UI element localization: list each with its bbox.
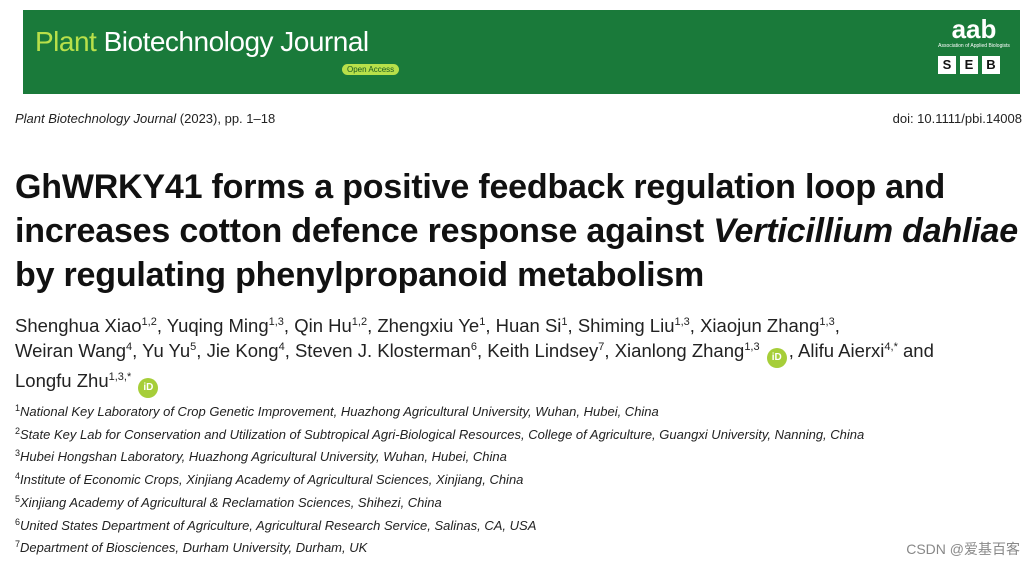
title-species: Verticillium dahliae — [713, 212, 1018, 250]
author[interactable]: Steven J. Klosterman6 — [294, 340, 477, 361]
author[interactable]: Zhengxiu Ye1 — [377, 315, 486, 336]
author[interactable]: Huan Si1 — [495, 315, 568, 336]
orcid-icon[interactable]: iD — [766, 348, 787, 368]
author-list: Shenghua Xiao1,2, Yuqing Ming1,3, Qin Hu… — [15, 313, 1030, 398]
csdn-watermark: CSDN @爱基百客 — [906, 541, 1020, 557]
author[interactable]: Xianlong Zhang1,3 — [614, 340, 760, 361]
citation-journal: Plant Biotechnology Journal — [15, 111, 177, 126]
journal-banner: Plant Biotechnology Journal Open Access … — [23, 10, 1020, 94]
affiliation: 2State Key Lab for Conservation and Util… — [15, 425, 865, 442]
author[interactable]: Longfu Zhu1,3,* — [15, 370, 132, 391]
affiliation: 4Institute of Economic Crops, Xinjiang A… — [15, 471, 524, 488]
author[interactable]: Keith Lindsey7 — [487, 340, 605, 361]
title-part1: GhWRKY41 forms a positive feedback regul… — [15, 168, 946, 250]
affiliation: 1National Key Laboratory of Crop Genetic… — [15, 403, 659, 420]
author[interactable]: Qin Hu1,2 — [294, 315, 368, 336]
author[interactable]: Jie Kong4 — [206, 340, 285, 361]
citation-pages: (2023), pp. 1–18 — [176, 111, 276, 126]
author[interactable]: Weiran Wang4 — [15, 340, 133, 361]
doi[interactable]: doi: 10.1111/pbi.14008 — [892, 111, 1022, 126]
author[interactable]: Yu Yu5 — [142, 340, 197, 361]
affiliation: 3Hubei Hongshan Laboratory, Huazhong Agr… — [15, 448, 507, 465]
orcid-icon[interactable]: iD — [138, 378, 159, 398]
article-title: GhWRKY41 forms a positive feedback regul… — [15, 165, 1030, 297]
aab-logo[interactable]: aab — [951, 14, 997, 44]
journal-logo-part1: Plant — [35, 26, 104, 57]
seb-logo[interactable]: S E B — [938, 56, 1000, 74]
author[interactable]: Alifu Aierxi4,* — [798, 340, 898, 361]
author[interactable]: Xiaojun Zhang1,3 — [700, 315, 835, 336]
citation-line: Plant Biotechnology Journal (2023), pp. … — [15, 111, 275, 126]
journal-logo[interactable]: Plant Biotechnology Journal — [35, 26, 369, 58]
affiliation: 5Xinjiang Academy of Agricultural & Recl… — [15, 493, 442, 510]
affiliation-list: 1National Key Laboratory of Crop Genetic… — [15, 401, 1015, 560]
seb-letter-s: S — [938, 56, 956, 74]
seb-letter-e: E — [960, 56, 978, 74]
affiliation: 7Department of Biosciences, Durham Unive… — [15, 539, 368, 556]
seb-letter-b: B — [982, 56, 1000, 74]
author[interactable]: Shenghua Xiao1,2 — [15, 315, 157, 336]
open-access-badge: Open Access — [342, 64, 400, 75]
author[interactable]: Yuqing Ming1,3 — [166, 315, 284, 336]
aab-logo-subtitle: Association of Applied Biologists — [938, 43, 1010, 49]
and-word: and — [903, 340, 934, 361]
author[interactable]: Shiming Liu1,3 — [577, 315, 690, 336]
title-part2: by regulating phenylpropanoid metabolism — [15, 256, 705, 294]
journal-logo-part2: Biotechnology Journal — [103, 26, 370, 57]
affiliation: 6United States Department of Agriculture… — [15, 516, 537, 533]
